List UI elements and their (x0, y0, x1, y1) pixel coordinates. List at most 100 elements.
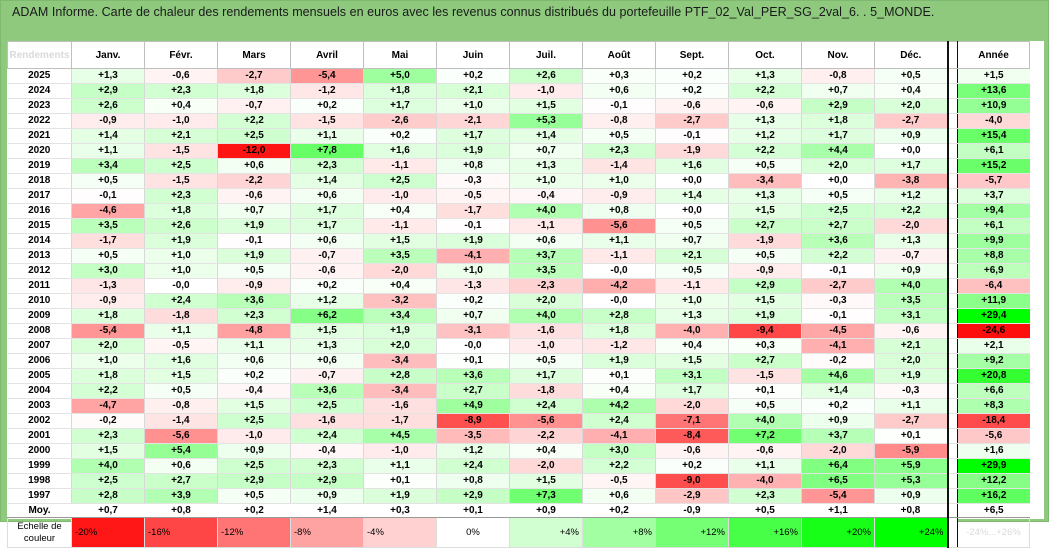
month-cell: +1,2 (290, 293, 364, 309)
year-label: 2021 (7, 128, 72, 144)
year-total-cell: -4,0 (957, 113, 1030, 129)
month-cell: -0,5 (582, 473, 656, 489)
column-divider (946, 158, 958, 174)
month-cell: +0,6 (582, 488, 656, 504)
year-total-cell: +1,5 (957, 68, 1030, 84)
color-scale-step: -4% (363, 517, 437, 548)
color-scale-step: +4% (509, 517, 583, 548)
month-cell: +1,7 (436, 128, 510, 144)
month-cell: +2,4 (436, 458, 510, 474)
month-cell: +1,0 (436, 98, 510, 114)
month-cell: +2,8 (363, 368, 437, 384)
month-header: Avril (290, 41, 364, 69)
month-cell: +0,4 (582, 383, 656, 399)
month-cell: -0,6 (728, 443, 802, 459)
month-cell: +2,1 (436, 83, 510, 99)
month-cell: +2,5 (290, 398, 364, 414)
year-label: 2020 (7, 143, 72, 159)
color-scale-row: Echelle de couleur -20% -16% -12% -8% -4% 0% +4… (7, 517, 1030, 548)
month-cell: +2,4 (144, 293, 218, 309)
month-cell: +1,1 (144, 323, 218, 339)
month-cell: -2,0 (801, 443, 875, 459)
color-scale-step: -12% (217, 517, 291, 548)
month-cell: +4,4 (801, 143, 875, 159)
month-cell: -0,6 (290, 263, 364, 279)
column-divider (946, 413, 958, 429)
month-cell: -1,1 (363, 158, 437, 174)
month-cell: -5,9 (874, 443, 948, 459)
month-cell: -1,0 (144, 113, 218, 129)
column-divider (946, 503, 958, 518)
year-total-cell: +2,1 (957, 338, 1030, 354)
month-cell: -0,4 (509, 188, 583, 204)
month-cell: +1,8 (217, 83, 291, 99)
month-cell: +5,3 (874, 473, 948, 489)
month-cell: +0,6 (582, 83, 656, 99)
month-cell: -1,0 (509, 338, 583, 354)
month-header: Oct. (728, 41, 802, 69)
month-cell: +2,2 (874, 203, 948, 219)
year-total-cell: +16,2 (957, 488, 1030, 504)
month-cell: +2,5 (217, 458, 291, 474)
month-cell: +1,4 (71, 128, 145, 144)
month-cell: +2,6 (71, 98, 145, 114)
month-cell: +1,7 (509, 368, 583, 384)
month-cell: -0,1 (71, 188, 145, 204)
month-cell: +1,3 (728, 113, 802, 129)
month-cell: +1,5 (290, 323, 364, 339)
month-cell: +4,6 (801, 368, 875, 384)
month-cell: -2,1 (436, 113, 510, 129)
month-cell: -9,4 (728, 323, 802, 339)
month-cell: +0,4 (655, 338, 729, 354)
color-scale-step: -16% (144, 517, 218, 548)
month-cell: +1,1 (582, 233, 656, 249)
month-cell: +0,2 (290, 278, 364, 294)
month-cell: +1,7 (290, 203, 364, 219)
month-cell: +1,0 (582, 173, 656, 189)
month-header: Nov. (801, 41, 875, 69)
month-cell: +2,2 (728, 83, 802, 99)
average-cell: +0,7 (71, 503, 145, 518)
month-cell: -4,1 (582, 428, 656, 444)
month-cell: +1,1 (874, 398, 948, 414)
month-cell: -1,1 (582, 248, 656, 264)
month-cell: +1,8 (71, 308, 145, 324)
month-cell: +0,7 (655, 233, 729, 249)
month-cell: -5,4 (71, 323, 145, 339)
month-cell: -2,7 (801, 278, 875, 294)
column-divider (946, 263, 958, 279)
month-cell: +2,3 (71, 428, 145, 444)
month-cell: +2,7 (436, 383, 510, 399)
month-cell: +0,1 (874, 428, 948, 444)
month-cell: +1,1 (728, 458, 802, 474)
month-cell: +2,1 (874, 338, 948, 354)
month-cell: -0,6 (874, 323, 948, 339)
month-cell: -4,0 (655, 323, 729, 339)
month-cell: +2,7 (728, 353, 802, 369)
month-cell: +1,3 (509, 158, 583, 174)
year-total-cell: +15,2 (957, 158, 1030, 174)
table-row: 1999 +4,0 +0,6 +2,5 +2,3 +1,1 +2,4 -2,0 +2,2 +0,2… (7, 458, 1030, 474)
month-cell: +1,5 (363, 233, 437, 249)
month-cell: +0,5 (655, 263, 729, 279)
month-cell: -0,3 (874, 383, 948, 399)
month-cell: +1,9 (217, 218, 291, 234)
month-cell: +1,0 (144, 263, 218, 279)
month-cell: +0,0 (655, 173, 729, 189)
month-cell: -8,9 (436, 413, 510, 429)
month-cell: -0,1 (801, 263, 875, 279)
table-row: 2017 -0,1 +2,3 -0,6 +0,6 -1,0 -0,5 -0,4 -0,9 +1,4… (7, 188, 1030, 204)
average-row: Moy. +0,7 +0,8 +0,2 +1,4 +0,3 +0,1 +0,9 +0,2 -0,9… (7, 503, 1030, 518)
month-cell: +0,2 (290, 98, 364, 114)
month-cell: +0,2 (655, 68, 729, 84)
month-cell: +1,3 (874, 233, 948, 249)
month-cell: +0,5 (217, 488, 291, 504)
month-cell: +2,3 (144, 188, 218, 204)
year-label: 2022 (7, 113, 72, 129)
month-header: Juil. (509, 41, 583, 69)
month-cell: -0,0 (436, 338, 510, 354)
month-cell: +0,7 (217, 203, 291, 219)
year-total-cell: -5,7 (957, 173, 1030, 189)
month-cell: -9,0 (655, 473, 729, 489)
